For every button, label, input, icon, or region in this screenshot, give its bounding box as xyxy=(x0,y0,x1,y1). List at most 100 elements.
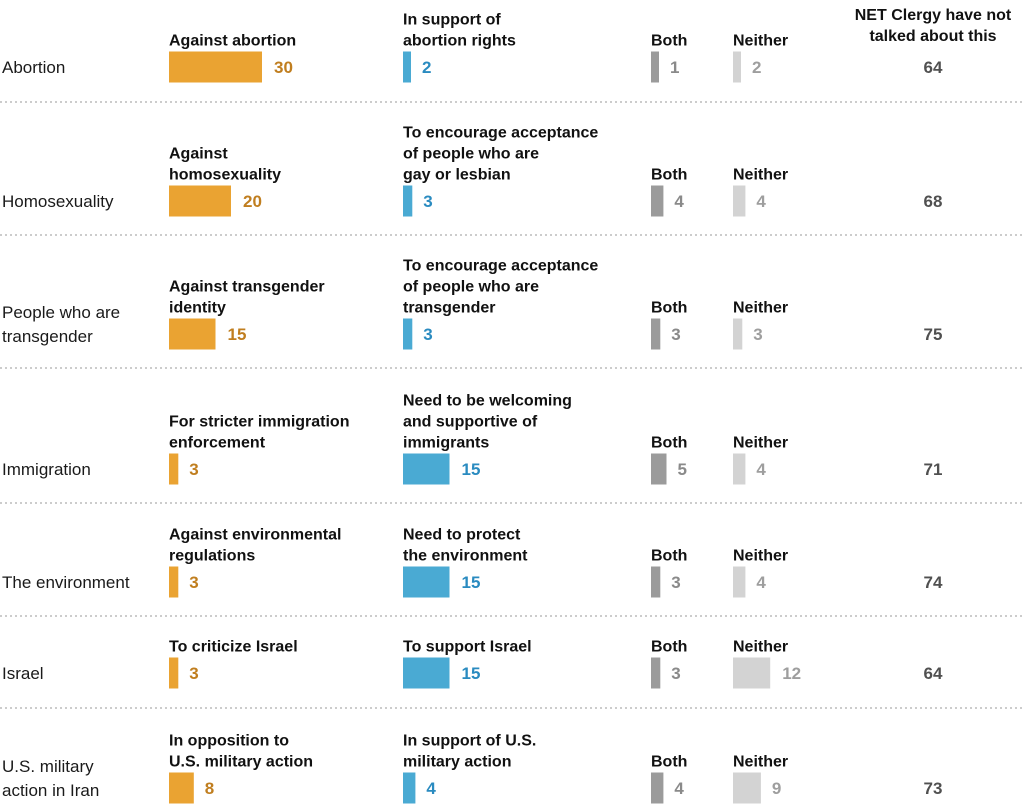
neither-bar xyxy=(733,566,746,598)
against-value: 20 xyxy=(243,192,262,211)
support-value: 15 xyxy=(462,573,481,592)
both-value: 5 xyxy=(678,460,687,479)
support-bar xyxy=(403,318,413,350)
both-header: Both xyxy=(651,167,687,184)
both-value: 3 xyxy=(671,664,680,683)
against-value: 8 xyxy=(205,779,214,798)
category-header: and supportive of xyxy=(403,414,538,431)
neither-header: Neither xyxy=(733,435,788,452)
both-header: Both xyxy=(651,300,687,317)
against-bar xyxy=(169,51,262,83)
category-header: To encourage acceptance xyxy=(403,125,598,142)
support-value: 15 xyxy=(462,664,481,683)
neither-value: 9 xyxy=(772,779,781,798)
neither-header: Neither xyxy=(733,639,788,656)
category-header: In opposition to xyxy=(169,733,289,750)
category-header: Against environmental xyxy=(169,527,341,544)
topic-row: People who are transgender Against transge… xyxy=(2,258,942,350)
net-value: 75 xyxy=(924,325,943,344)
topic-row: Immigration For stricter immigration enfor… xyxy=(2,393,942,485)
both-header: Both xyxy=(651,435,687,452)
category-header: Need to protect xyxy=(403,527,521,544)
neither-bar xyxy=(733,318,743,350)
support-value: 4 xyxy=(426,779,436,798)
both-bar xyxy=(651,51,659,83)
neither-value: 3 xyxy=(753,325,762,344)
support-bar xyxy=(403,51,411,83)
both-bar xyxy=(651,453,667,485)
against-bar xyxy=(169,185,231,217)
topic-row: Abortion Against abortion In support of abo… xyxy=(2,12,943,83)
neither-value: 12 xyxy=(782,664,801,683)
category-header: To support Israel xyxy=(403,639,532,656)
neither-bar xyxy=(733,51,741,83)
neither-bar xyxy=(733,657,771,689)
neither-header: Neither xyxy=(733,167,788,184)
neither-value: 4 xyxy=(756,460,766,479)
both-bar xyxy=(651,657,661,689)
category-header: U.S. military action xyxy=(169,754,313,771)
neither-header: Neither xyxy=(733,300,788,317)
neither-bar xyxy=(733,453,746,485)
support-value: 3 xyxy=(423,192,432,211)
category-header: To criticize Israel xyxy=(169,639,298,656)
support-bar xyxy=(403,453,450,485)
topic-label: action in Iran xyxy=(2,781,99,800)
category-header: transgender xyxy=(403,300,495,317)
net-value: 64 xyxy=(924,664,943,683)
neither-header: Neither xyxy=(733,33,788,50)
both-value: 3 xyxy=(671,325,680,344)
category-header: of people who are xyxy=(403,279,539,296)
category-header: abortion rights xyxy=(403,33,516,50)
category-header: For stricter immigration xyxy=(169,414,349,431)
category-header: homosexuality xyxy=(169,167,281,184)
against-value: 15 xyxy=(228,325,247,344)
category-header: Against transgender xyxy=(169,279,325,296)
against-bar xyxy=(169,453,179,485)
both-header: Both xyxy=(651,33,687,50)
neither-value: 2 xyxy=(752,58,761,77)
against-value: 30 xyxy=(274,58,293,77)
support-value: 15 xyxy=(462,460,481,479)
topic-row: Homosexuality Against homosexuality To enco… xyxy=(2,125,942,217)
net-header-line: talked about this xyxy=(869,28,996,45)
topic-label: Abortion xyxy=(2,58,65,77)
category-header: enforcement xyxy=(169,435,266,452)
both-value: 3 xyxy=(671,573,680,592)
neither-bar xyxy=(733,185,746,217)
category-header: To encourage acceptance xyxy=(403,258,598,275)
topic-row: U.S. military action in Iran In opposition… xyxy=(2,733,942,804)
neither-value: 4 xyxy=(756,573,766,592)
both-bar xyxy=(651,772,664,804)
net-value: 64 xyxy=(924,58,943,77)
topic-label: U.S. military xyxy=(2,757,94,776)
both-bar xyxy=(651,566,661,598)
against-value: 3 xyxy=(189,573,198,592)
net-value: 74 xyxy=(924,573,943,592)
topic-row: Israel To criticize Israel To support Isra… xyxy=(2,639,943,689)
against-bar xyxy=(169,772,194,804)
net-value: 73 xyxy=(924,779,943,798)
neither-value: 4 xyxy=(756,192,766,211)
category-header: identity xyxy=(169,300,226,317)
category-header: Against abortion xyxy=(169,33,296,50)
against-bar xyxy=(169,657,179,689)
support-bar xyxy=(403,657,450,689)
against-value: 3 xyxy=(189,664,198,683)
net-value: 71 xyxy=(924,460,943,479)
category-header: Against xyxy=(169,146,228,163)
both-header: Both xyxy=(651,548,687,565)
both-header: Both xyxy=(651,754,687,771)
category-header: military action xyxy=(403,754,511,771)
category-header: Need to be welcoming xyxy=(403,393,572,410)
support-bar xyxy=(403,566,450,598)
category-header: gay or lesbian xyxy=(403,167,511,184)
category-header: regulations xyxy=(169,548,255,565)
topic-label: Immigration xyxy=(2,460,91,479)
support-value: 2 xyxy=(422,58,431,77)
net-header-line: NET Clergy have not xyxy=(855,7,1012,24)
category-header: the environment xyxy=(403,548,528,565)
topic-label: People who are xyxy=(2,303,120,322)
category-header: In support of xyxy=(403,12,501,29)
